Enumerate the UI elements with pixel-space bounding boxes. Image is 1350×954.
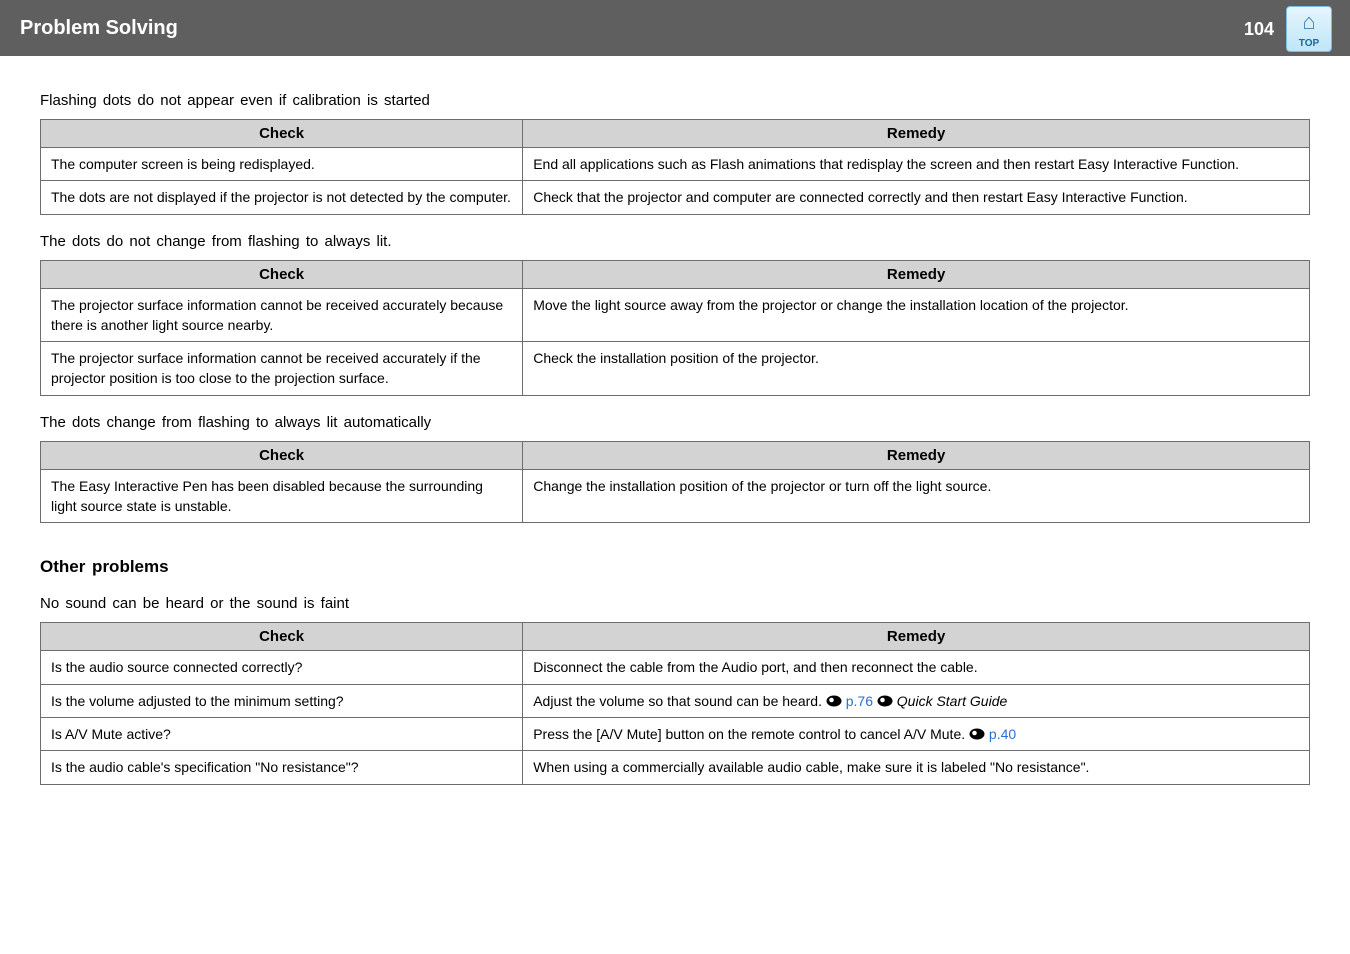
cell-remedy: Check the installation position of the p… — [523, 342, 1310, 396]
th-remedy: Remedy — [523, 441, 1310, 469]
th-check: Check — [41, 441, 523, 469]
table: Check Remedy Is the audio source connect… — [40, 622, 1310, 784]
header-bar: Problem Solving 104 ⌂ TOP — [0, 0, 1350, 56]
page-content: Flashing dots do not appear even if cali… — [0, 56, 1350, 821]
cell-remedy: Change the installation position of the … — [523, 469, 1310, 523]
section-title: Flashing dots do not appear even if cali… — [40, 92, 1310, 109]
cell-remedy: Move the light source away from the proj… — [523, 288, 1310, 342]
remedy-text: Press the [A/V Mute] button on the remot… — [533, 726, 969, 742]
cell-check: The dots are not displayed if the projec… — [41, 181, 523, 214]
cell-check: Is A/V Mute active? — [41, 717, 523, 750]
top-label: TOP — [1299, 38, 1319, 49]
page-link[interactable]: p.76 — [846, 693, 873, 709]
cell-check: The computer screen is being redisplayed… — [41, 148, 523, 181]
th-remedy: Remedy — [523, 260, 1310, 288]
page-title: Problem Solving — [20, 17, 178, 40]
cell-check: Is the audio source connected correctly? — [41, 651, 523, 684]
section-title: The dots do not change from flashing to … — [40, 233, 1310, 250]
table: Check Remedy The projector surface infor… — [40, 260, 1310, 396]
cell-remedy: End all applications such as Flash anima… — [523, 148, 1310, 181]
table-row: Is the volume adjusted to the minimum se… — [41, 684, 1310, 717]
section-title: No sound can be heard or the sound is fa… — [40, 595, 1310, 612]
th-remedy: Remedy — [523, 120, 1310, 148]
reference-icon — [877, 695, 893, 707]
cell-check: Is the volume adjusted to the minimum se… — [41, 684, 523, 717]
section-title: The dots change from flashing to always … — [40, 414, 1310, 431]
page-number: 104 — [1244, 19, 1274, 40]
top-button[interactable]: ⌂ TOP — [1286, 6, 1332, 52]
th-check: Check — [41, 260, 523, 288]
table: Check Remedy The Easy Interactive Pen ha… — [40, 441, 1310, 524]
cell-remedy: Press the [A/V Mute] button on the remot… — [523, 717, 1310, 750]
table-row: The Easy Interactive Pen has been disabl… — [41, 469, 1310, 523]
table-row: The projector surface information cannot… — [41, 288, 1310, 342]
cell-remedy: Check that the projector and computer ar… — [523, 181, 1310, 214]
th-remedy: Remedy — [523, 623, 1310, 651]
th-check: Check — [41, 120, 523, 148]
guide-link[interactable]: Quick Start Guide — [897, 693, 1008, 709]
header-right: 104 ⌂ TOP — [1212, 4, 1332, 54]
table-row: The dots are not displayed if the projec… — [41, 181, 1310, 214]
remedy-text: Adjust the volume so that sound can be h… — [533, 693, 826, 709]
cell-check: Is the audio cable's specification "No r… — [41, 751, 523, 784]
home-icon: ⌂ — [1302, 9, 1315, 35]
cell-remedy: Disconnect the cable from the Audio port… — [523, 651, 1310, 684]
table-row: Is the audio cable's specification "No r… — [41, 751, 1310, 784]
table-row: The computer screen is being redisplayed… — [41, 148, 1310, 181]
reference-icon — [826, 695, 842, 707]
th-check: Check — [41, 623, 523, 651]
table-row: Is A/V Mute active? Press the [A/V Mute]… — [41, 717, 1310, 750]
cell-check: The projector surface information cannot… — [41, 342, 523, 396]
page-link[interactable]: p.40 — [989, 726, 1016, 742]
table: Check Remedy The computer screen is bein… — [40, 119, 1310, 215]
section-heading: Other problems — [40, 557, 1310, 577]
cell-check: The Easy Interactive Pen has been disabl… — [41, 469, 523, 523]
cell-check: The projector surface information cannot… — [41, 288, 523, 342]
cell-remedy: When using a commercially available audi… — [523, 751, 1310, 784]
table-row: Is the audio source connected correctly?… — [41, 651, 1310, 684]
table-row: The projector surface information cannot… — [41, 342, 1310, 396]
cell-remedy: Adjust the volume so that sound can be h… — [523, 684, 1310, 717]
reference-icon — [969, 728, 985, 740]
